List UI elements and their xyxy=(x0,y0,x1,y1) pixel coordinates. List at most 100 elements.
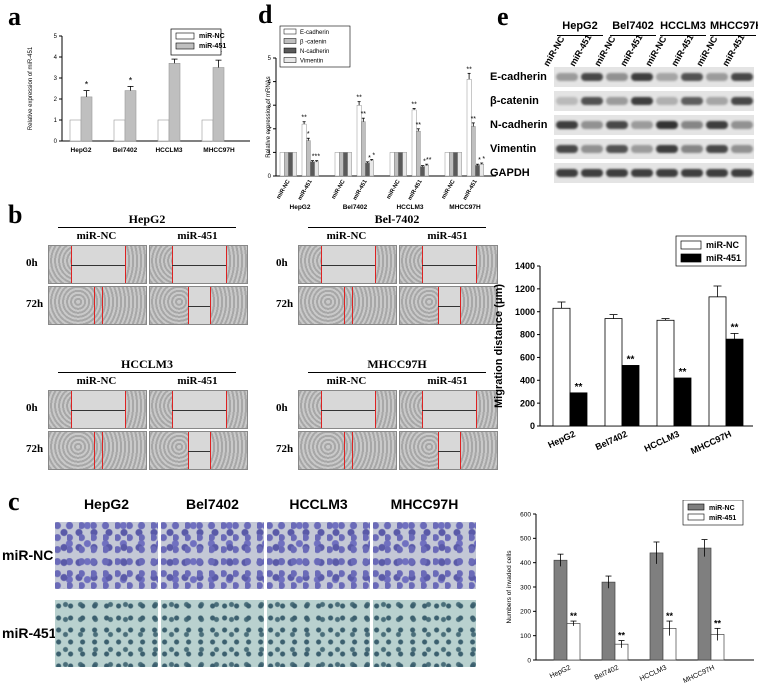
legend-swatch xyxy=(283,57,297,63)
bar xyxy=(69,119,82,142)
y-tick-label: 0 xyxy=(527,657,531,664)
wound-edge-line xyxy=(343,287,345,324)
wound-title-rule xyxy=(308,227,486,228)
bar xyxy=(360,121,366,177)
western-blot-strip xyxy=(554,67,754,87)
bar xyxy=(673,377,692,427)
bar xyxy=(420,166,425,177)
x-tick-label: MHCC97H xyxy=(203,147,235,154)
bar xyxy=(369,160,374,177)
legend-swatch xyxy=(175,42,195,50)
wound-micrograph xyxy=(298,286,397,325)
western-band xyxy=(656,97,678,105)
significance-mark: * xyxy=(129,75,133,85)
legend-swatch xyxy=(680,240,702,250)
western-band xyxy=(556,97,578,105)
significance-mark: ** xyxy=(411,102,417,109)
western-cell-line-label: MHCC97H xyxy=(710,20,758,32)
legend-entry: Vimentin xyxy=(300,59,323,65)
western-band xyxy=(556,73,578,81)
bar xyxy=(649,552,664,661)
western-band xyxy=(706,73,728,81)
western-band xyxy=(706,169,728,177)
western-band xyxy=(656,169,678,177)
panel-letter-d: d xyxy=(258,0,273,29)
wound-title-rule xyxy=(58,227,236,228)
significance-mark: ** xyxy=(301,115,307,122)
transwell-micrograph xyxy=(267,522,370,589)
bar xyxy=(80,96,93,142)
bar xyxy=(292,152,297,177)
chart-a-mir451-expression: 0 1 2 3 4 5 Relative expression of miR-451 * Hep… xyxy=(28,28,250,154)
wound-measure-line xyxy=(437,305,460,307)
bar xyxy=(444,152,450,177)
group-label: HepG2 xyxy=(290,204,311,211)
western-band xyxy=(581,73,603,81)
wound-group-title: HepG2 xyxy=(128,212,166,226)
transwell-panel: HepG2 Bel7402 HCCLM3 MHCC97H miR-NC miR-451 xyxy=(0,492,500,683)
legend-entry: β -catenin xyxy=(300,40,326,46)
bar xyxy=(334,152,340,177)
y-tick-label: 1400 xyxy=(515,261,535,271)
transwell-row-label: miR-451 xyxy=(2,625,57,641)
wound-edge-line xyxy=(351,432,353,469)
western-protein-label: E-cadherin xyxy=(490,71,547,83)
wound-edge-line xyxy=(209,287,211,324)
y-tick-label: 5 xyxy=(54,34,58,40)
y-tick-label: 0 xyxy=(54,139,58,145)
bar xyxy=(569,392,588,427)
western-band xyxy=(606,145,628,153)
legend-swatch xyxy=(283,28,297,35)
lane-label: miR-NC xyxy=(441,178,457,200)
bar xyxy=(288,152,293,177)
western-blot: HepG2 Bel7402 HCCLM3 MHCC97H miR-NC miR-451 m… xyxy=(490,20,758,200)
significance-mark: ** xyxy=(679,367,687,378)
wound-edge-line xyxy=(459,432,461,469)
wound-label-mir: miR-451 xyxy=(427,230,468,242)
transwell-row-label: miR-NC xyxy=(2,547,54,563)
wound-micrograph xyxy=(48,390,147,429)
bar xyxy=(697,547,712,661)
bar xyxy=(470,126,476,177)
y-axis-label: Relative expression of mRNAs xyxy=(266,76,272,157)
significance-mark: ** xyxy=(361,111,367,118)
western-cell-line-label: HepG2 xyxy=(562,20,598,32)
legend-swatch xyxy=(680,253,702,263)
wound-edge-line xyxy=(475,246,477,283)
bar xyxy=(411,109,417,177)
wound-edge-line xyxy=(124,246,126,283)
legend-entry: miR-NC xyxy=(709,505,735,512)
wound-label-mir: miR-451 xyxy=(427,375,468,387)
wound-edge-line xyxy=(93,432,95,469)
wound-time-label: 72h xyxy=(26,298,44,310)
wound-healing-panel: HepG2 miR-NC miR-451 0h 72h Bel-7402 miR-NC miR… xyxy=(0,210,498,475)
bar xyxy=(212,67,225,142)
western-group-line xyxy=(610,35,656,36)
wound-micrograph xyxy=(298,245,397,284)
bar xyxy=(310,161,315,177)
wound-edge-line xyxy=(225,246,227,283)
y-tick-label: 1 xyxy=(54,118,58,124)
legend-entry: miR-451 xyxy=(199,43,226,50)
wound-micrograph xyxy=(298,431,397,470)
bar xyxy=(621,365,640,427)
wound-label-nc: miR-NC xyxy=(76,375,117,387)
chart-migration-distance: 0 200 400 600 800 1000 1200 1400 Migration dista… xyxy=(493,235,753,456)
legend-entry: N-cadherin xyxy=(300,49,329,55)
wound-measure-line xyxy=(421,409,476,411)
wound-edge-line xyxy=(374,391,376,428)
lane-label: miR-NC xyxy=(386,178,402,200)
wound-time-label: 72h xyxy=(276,298,294,310)
western-band xyxy=(731,169,753,177)
wound-micrograph xyxy=(399,390,498,429)
wound-measure-line xyxy=(70,264,125,266)
western-lane-label: miR-451 xyxy=(566,32,594,68)
western-protein-label: N-cadherin xyxy=(490,119,548,131)
western-cell-line-label: Bel7402 xyxy=(612,20,654,32)
bar xyxy=(279,152,285,177)
wound-time-label: 0h xyxy=(26,257,38,269)
x-tick-label: HepG2 xyxy=(546,429,577,450)
bar xyxy=(301,123,307,177)
bar xyxy=(424,165,430,177)
transwell-micrograph xyxy=(373,522,476,589)
